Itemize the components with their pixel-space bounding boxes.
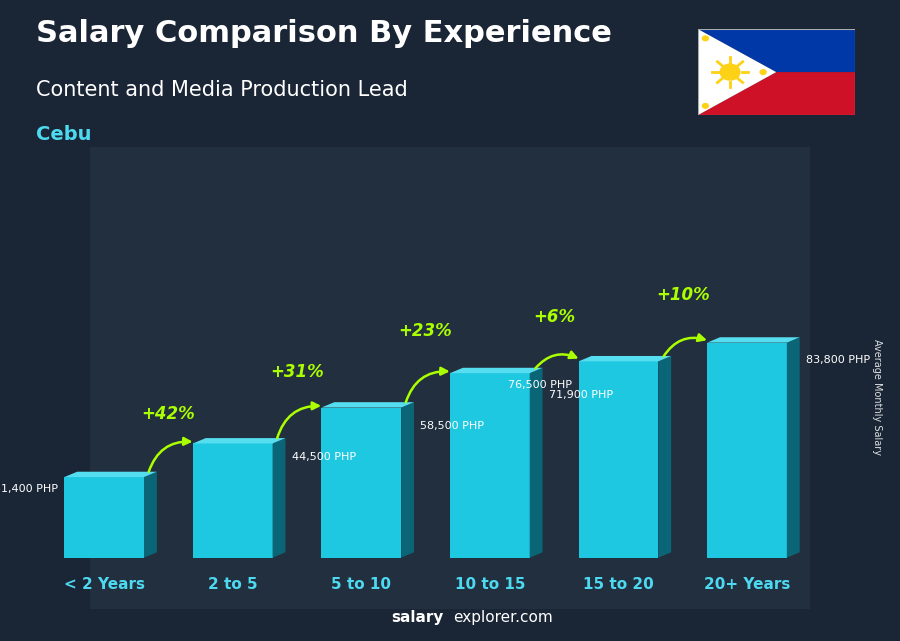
Text: +23%: +23%	[399, 322, 453, 340]
Polygon shape	[144, 472, 157, 558]
Text: Salary Comparison By Experience: Salary Comparison By Experience	[36, 19, 612, 48]
Polygon shape	[698, 29, 776, 115]
Circle shape	[760, 69, 767, 75]
Text: 10 to 15: 10 to 15	[454, 577, 525, 592]
Text: explorer.com: explorer.com	[453, 610, 553, 625]
Polygon shape	[530, 368, 543, 558]
Polygon shape	[193, 444, 273, 558]
Polygon shape	[579, 356, 671, 362]
Text: salary: salary	[392, 610, 444, 625]
Text: 15 to 20: 15 to 20	[583, 577, 653, 592]
Text: +31%: +31%	[270, 363, 324, 381]
Text: +10%: +10%	[656, 286, 709, 304]
Text: 20+ Years: 20+ Years	[704, 577, 790, 592]
Text: < 2 Years: < 2 Years	[64, 577, 145, 592]
Polygon shape	[401, 402, 414, 558]
Text: Cebu: Cebu	[36, 125, 92, 144]
Polygon shape	[321, 408, 401, 558]
Text: 5 to 10: 5 to 10	[331, 577, 392, 592]
Circle shape	[702, 35, 709, 42]
Polygon shape	[450, 368, 543, 373]
Polygon shape	[579, 362, 658, 558]
Polygon shape	[698, 72, 855, 115]
Polygon shape	[707, 337, 800, 343]
Text: +42%: +42%	[141, 405, 195, 423]
Polygon shape	[787, 337, 800, 558]
Text: 31,400 PHP: 31,400 PHP	[0, 484, 58, 494]
Polygon shape	[658, 356, 671, 558]
Polygon shape	[450, 373, 530, 558]
Polygon shape	[273, 438, 285, 558]
Text: 58,500 PHP: 58,500 PHP	[420, 420, 484, 431]
Polygon shape	[64, 477, 144, 558]
Text: Average Monthly Salary: Average Monthly Salary	[872, 340, 883, 455]
Text: +6%: +6%	[533, 308, 575, 326]
Text: 44,500 PHP: 44,500 PHP	[292, 452, 356, 462]
Polygon shape	[64, 472, 157, 477]
Circle shape	[720, 63, 741, 81]
Circle shape	[702, 103, 709, 109]
Polygon shape	[321, 402, 414, 408]
Text: Content and Media Production Lead: Content and Media Production Lead	[36, 80, 408, 100]
Polygon shape	[698, 29, 855, 72]
Polygon shape	[707, 343, 787, 558]
Polygon shape	[193, 438, 285, 444]
Bar	[90, 147, 810, 609]
Text: 71,900 PHP: 71,900 PHP	[549, 390, 613, 400]
Text: 76,500 PHP: 76,500 PHP	[508, 380, 572, 390]
Text: 83,800 PHP: 83,800 PHP	[806, 355, 870, 365]
Text: 2 to 5: 2 to 5	[208, 577, 257, 592]
